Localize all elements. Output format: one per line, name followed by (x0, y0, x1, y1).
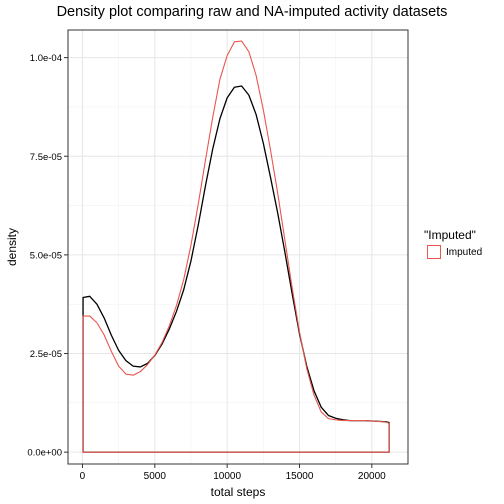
legend-key-imputed (427, 245, 441, 259)
x-tick-label: 5000 (144, 471, 167, 482)
y-tick-label: 0.0e+00 (27, 448, 62, 459)
y-tick-label: 5.0e-05 (30, 250, 62, 261)
legend-title: "Imputed" (424, 228, 476, 242)
chart-title: Density plot comparing raw and NA-impute… (56, 4, 448, 20)
plot-panel (68, 30, 408, 464)
x-tick-label: 15000 (286, 471, 314, 482)
x-tick-label: 10000 (213, 471, 241, 482)
legend-label-imputed: Imputed (446, 247, 483, 258)
density-imputed (82, 40, 390, 453)
x-axis-label: total steps (211, 485, 266, 499)
y-tick-label: 7.5e-05 (30, 152, 62, 163)
plot-border (67, 29, 409, 465)
y-tick-label: 2.5e-05 (30, 349, 62, 360)
x-tick-label: 0 (80, 471, 86, 482)
x-tick-label: 20000 (358, 471, 386, 482)
y-axis-label: density (5, 228, 19, 266)
y-tick-label: 1.0e-04 (30, 53, 62, 64)
